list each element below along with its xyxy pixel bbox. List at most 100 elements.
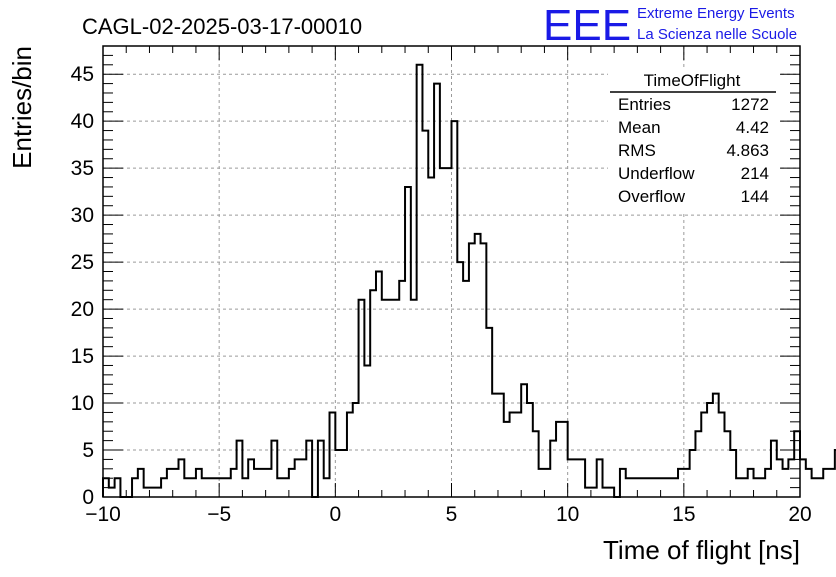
histogram-bin	[504, 422, 510, 497]
x-axis-title: Time of flight [ns]	[603, 535, 800, 565]
histogram-bin	[335, 450, 341, 497]
x-tick-labels: −10 −5 0 5 10 15 20	[85, 503, 811, 526]
histogram-bin	[202, 478, 208, 497]
histogram-bin	[254, 469, 260, 497]
histogram-bin	[637, 478, 643, 497]
x-tick-label: 15	[672, 503, 695, 526]
histogram-bin	[277, 478, 283, 497]
histogram-bin	[109, 488, 115, 497]
histogram-bin	[422, 131, 428, 497]
y-tick-label: 45	[71, 63, 94, 86]
x-tick-label: 0	[329, 503, 341, 526]
histogram-bin	[428, 178, 434, 497]
y-tick-label: 5	[82, 439, 94, 462]
stats-row-label: Overflow	[618, 187, 686, 206]
histogram-bin	[707, 403, 713, 497]
histogram-bin	[475, 234, 481, 497]
histogram-bin	[457, 262, 463, 497]
histogram-bin	[510, 412, 516, 497]
histogram-bin	[585, 488, 591, 497]
histogram-bin	[544, 469, 550, 497]
plot-frame	[102, 45, 801, 498]
histogram-bin	[393, 300, 399, 497]
axis-ticks	[102, 45, 801, 498]
histogram-bin	[492, 394, 498, 497]
stats-row-value: 144	[741, 187, 769, 206]
histogram-bin	[388, 300, 394, 497]
stats-row-label: Entries	[618, 95, 671, 114]
x-tick-label: 5	[446, 503, 458, 526]
histogram-bin	[759, 478, 765, 497]
y-tick-label: 20	[71, 298, 94, 321]
histogram-bin	[155, 488, 161, 497]
y-tick-label: 0	[82, 486, 94, 509]
histogram-bin	[643, 478, 649, 497]
histogram-bin	[817, 478, 823, 497]
x-tick-label: 10	[556, 503, 579, 526]
histogram-bin	[225, 478, 231, 497]
histogram-bin	[190, 478, 196, 497]
histogram-bin	[829, 469, 835, 497]
y-tick-label: 10	[71, 392, 94, 415]
y-tick-label: 25	[71, 251, 94, 274]
histogram-bin	[568, 459, 574, 497]
stats-row-value: 4.863	[726, 141, 769, 160]
histogram-bin	[573, 459, 579, 497]
eee-logo-mark: EEE	[543, 1, 631, 50]
histogram-bin	[411, 300, 417, 497]
histogram-bin	[353, 403, 359, 497]
histogram-bin	[649, 478, 655, 497]
logo-subtitle-line2: La Scienza nelle Scuole	[637, 26, 797, 43]
histogram-bin	[324, 478, 330, 497]
histogram-bin	[260, 469, 266, 497]
stats-box-title: TimeOfFlight	[644, 71, 741, 90]
histogram-bin	[783, 469, 789, 497]
histogram-bin	[661, 478, 667, 497]
histogram-bin	[684, 469, 690, 497]
histogram-bin	[382, 300, 388, 497]
histogram-bin	[632, 478, 638, 497]
stats-row-value: 214	[741, 164, 769, 183]
stats-row-label: Mean	[618, 118, 661, 137]
histogram-bin	[208, 478, 214, 497]
histogram-bin	[300, 459, 306, 497]
stats-row-value: 4.42	[736, 118, 769, 137]
histogram-bin	[364, 365, 370, 497]
histogram-bin	[672, 478, 678, 497]
histogram-bin	[144, 488, 150, 497]
histogram-bin	[440, 168, 446, 497]
stats-row-label: Underflow	[618, 164, 695, 183]
histogram-bin	[539, 469, 545, 497]
stats-row-value: 1272	[731, 95, 769, 114]
histogram-bin	[213, 478, 219, 497]
histogram-bin	[754, 478, 760, 497]
histogram-bin	[266, 469, 272, 497]
histogram-bin	[149, 488, 155, 497]
histogram-bin	[515, 412, 521, 497]
histogram-bin	[812, 478, 818, 497]
stats-row-label: RMS	[618, 141, 656, 160]
histogram-bin	[219, 478, 225, 497]
histogram-bin	[184, 478, 190, 497]
x-tick-label: 20	[788, 503, 811, 526]
x-tick-label: −10	[85, 503, 121, 526]
histogram-bin	[376, 272, 382, 498]
histogram-bin	[173, 469, 179, 497]
y-tick-labels: 0 5 10 15 20 25 30 35 40 45	[71, 63, 94, 509]
histogram-bin	[666, 478, 672, 497]
y-tick-label: 15	[71, 345, 94, 368]
y-axis-title: Entries/bin	[7, 46, 37, 169]
histogram-bin	[603, 488, 609, 497]
chart-title: CAGL-02-2025-03-17-00010	[82, 14, 362, 39]
histogram-bin	[399, 281, 405, 497]
histogram-outline	[102, 63, 836, 498]
eee-logo: EEE Extreme Energy Events La Scienza nel…	[543, 1, 797, 50]
y-tick-label: 35	[71, 157, 94, 180]
histogram-bin	[591, 488, 597, 497]
histogram-bin	[446, 168, 452, 497]
histogram-bin	[736, 478, 742, 497]
histogram-bin	[242, 478, 248, 497]
stats-rows: Entries 1272 Mean 4.42 RMS 4.863 Underflow 214 O…	[618, 95, 769, 206]
